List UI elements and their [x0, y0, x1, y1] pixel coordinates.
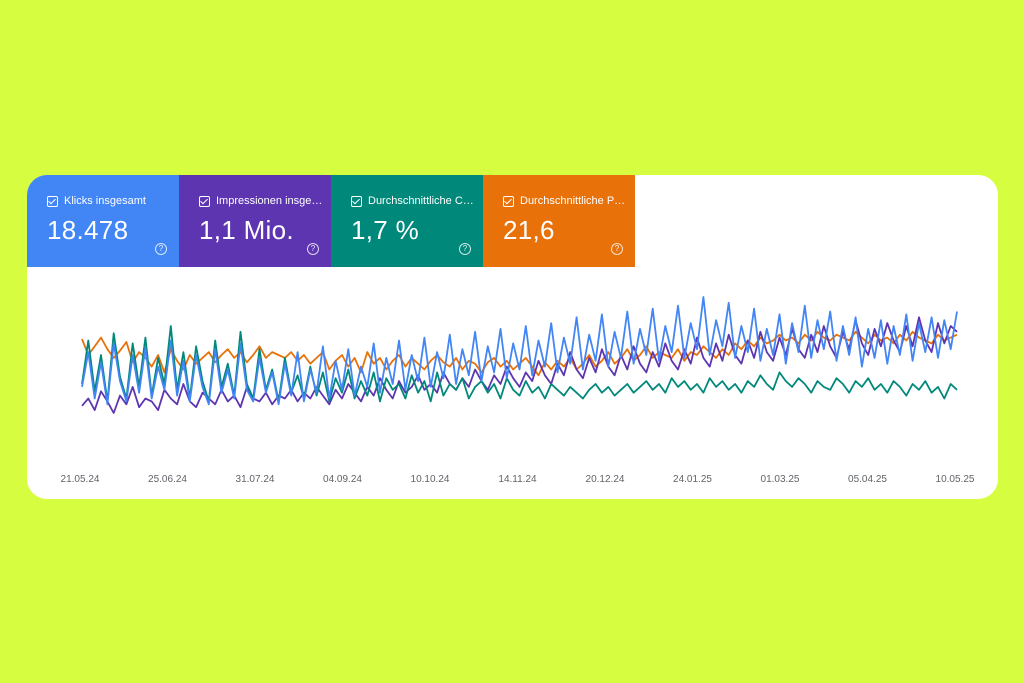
checkbox-icon[interactable]: [351, 195, 362, 207]
metric-value: 1,1 Mio.: [199, 215, 294, 245]
checkbox-icon[interactable]: [199, 195, 210, 207]
metric-card-ctr[interactable]: Durchschnittliche CTR 1,7 % ?: [331, 175, 483, 267]
checkbox-icon[interactable]: [47, 195, 58, 207]
performance-card: Klicks insgesamt 18.478 ? Impressionen i…: [27, 175, 998, 499]
help-icon[interactable]: ?: [611, 243, 623, 255]
metric-label: Klicks insgesamt: [64, 195, 146, 207]
help-icon[interactable]: ?: [459, 243, 471, 255]
x-tick-label: 21.05.24: [61, 474, 100, 485]
metric-label: Durchschnittliche CTR: [368, 195, 476, 207]
help-icon[interactable]: ?: [155, 243, 167, 255]
metric-label: Durchschnittliche Position: [520, 195, 628, 207]
x-tick-label: 24.01.25: [673, 474, 712, 485]
series-line-2: [81, 325, 958, 403]
metric-value: 1,7 %: [351, 215, 419, 245]
metric-card-clicks[interactable]: Klicks insgesamt 18.478 ?: [27, 175, 179, 267]
x-tick-label: 10.05.25: [936, 474, 975, 485]
series-line-1: [81, 316, 958, 414]
metric-value: 18.478: [47, 215, 129, 245]
x-tick-label: 10.10.24: [411, 474, 450, 485]
metric-label: Impressionen insgesamt: [216, 195, 324, 207]
x-tick-label: 05.04.25: [848, 474, 887, 485]
metric-card-position[interactable]: Durchschnittliche Position 21,6 ?: [483, 175, 635, 267]
series-line-3: [81, 296, 958, 406]
x-tick-label: 04.09.24: [323, 474, 362, 485]
metric-tabs: Klicks insgesamt 18.478 ? Impressionen i…: [27, 175, 635, 267]
x-tick-label: 01.03.25: [761, 474, 800, 485]
metric-card-impressions[interactable]: Impressionen insgesamt 1,1 Mio. ?: [179, 175, 331, 267]
x-tick-label: 20.12.24: [586, 474, 625, 485]
help-icon[interactable]: ?: [307, 243, 319, 255]
checkbox-icon[interactable]: [503, 195, 514, 207]
x-tick-label: 25.06.24: [148, 474, 187, 485]
metric-value: 21,6: [503, 215, 555, 245]
x-tick-label: 31.07.24: [236, 474, 275, 485]
x-tick-label: 14.11.24: [498, 474, 537, 485]
performance-line-chart: 21.05.24 25.06.24 31.07.24 04.09.24 10.10.24…: [61, 296, 975, 485]
